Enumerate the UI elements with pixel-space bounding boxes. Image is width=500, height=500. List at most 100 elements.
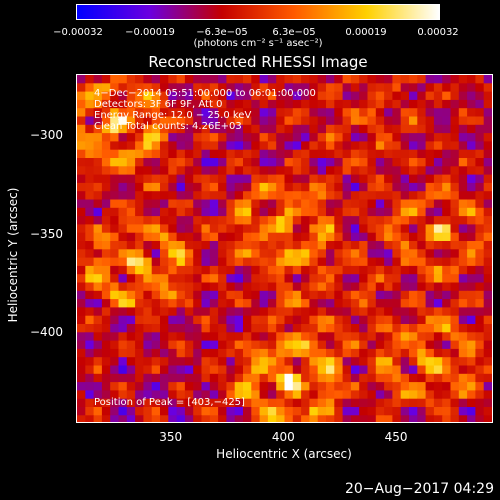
heatmap-cell xyxy=(326,390,335,400)
heatmap-cell xyxy=(259,116,269,126)
heatmap-cell xyxy=(85,133,94,142)
heatmap-cell xyxy=(226,216,236,225)
heatmap-cell xyxy=(483,91,492,101)
heatmap-cell xyxy=(292,174,302,184)
heatmap-cell xyxy=(243,257,252,267)
heatmap-cell xyxy=(442,191,451,200)
heatmap-cell xyxy=(276,282,285,292)
heatmap-cell xyxy=(409,265,418,275)
heatmap-cell xyxy=(176,83,186,92)
heatmap-cell xyxy=(267,83,277,92)
heatmap-cell xyxy=(126,257,136,267)
heatmap-cell xyxy=(392,299,402,308)
heatmap-cell xyxy=(234,241,244,250)
heatmap-cell xyxy=(384,199,393,209)
heatmap-cell xyxy=(483,182,492,192)
heatmap-cell xyxy=(110,398,119,408)
heatmap-cell xyxy=(450,282,460,292)
heatmap-cell xyxy=(176,199,186,209)
heatmap-cell xyxy=(101,99,111,109)
heatmap-cell xyxy=(143,207,153,217)
heatmap-cell xyxy=(218,307,227,317)
heatmap-cell xyxy=(184,191,194,200)
heatmap-cell xyxy=(243,166,252,175)
heatmap-cell xyxy=(251,348,260,358)
heatmap-cell xyxy=(110,116,119,126)
heatmap-cell xyxy=(143,365,153,375)
heatmap-cell xyxy=(226,415,236,422)
heatmap-cell xyxy=(243,274,252,283)
heatmap-cell xyxy=(126,174,136,184)
heatmap-cell xyxy=(350,182,360,192)
heatmap-cell xyxy=(458,116,468,126)
heatmap-cell xyxy=(168,91,177,101)
heatmap-cell xyxy=(350,133,360,142)
heatmap-cell xyxy=(110,357,119,366)
heatmap-cell xyxy=(342,407,352,416)
heatmap-cell xyxy=(251,249,260,258)
heatmap-cell xyxy=(201,207,211,217)
heatmap-cell xyxy=(467,382,476,391)
heatmap-cell xyxy=(267,224,277,234)
heatmap-cell xyxy=(77,307,86,317)
heatmap-cell xyxy=(251,282,260,292)
heatmap-cell xyxy=(267,182,277,192)
heatmap-cell xyxy=(442,407,451,416)
heatmap-cell xyxy=(110,141,119,151)
heatmap-cell xyxy=(301,365,310,375)
heatmap-cell xyxy=(417,116,426,126)
heatmap-cell xyxy=(143,348,153,358)
heatmap-cell xyxy=(284,99,294,109)
heatmap-cell xyxy=(176,332,186,341)
heatmap-cell xyxy=(118,75,128,84)
heatmap-cell xyxy=(359,315,368,325)
heatmap-cell xyxy=(284,315,294,325)
heatmap-cell xyxy=(342,340,352,350)
heatmap-cell xyxy=(359,158,368,167)
heatmap-cell xyxy=(234,398,244,408)
heatmap-cell xyxy=(259,249,269,258)
heatmap-cell xyxy=(375,415,385,422)
heatmap-cell xyxy=(118,141,128,151)
heatmap-cell xyxy=(234,257,244,267)
heatmap-cell xyxy=(301,282,310,292)
heatmap-cell xyxy=(309,415,319,422)
heatmap-cell xyxy=(276,75,285,84)
heatmap-cell xyxy=(276,191,285,200)
heatmap-cell xyxy=(425,282,435,292)
heatmap-cell xyxy=(160,216,169,225)
heatmap-cell xyxy=(226,382,236,391)
heatmap-cell xyxy=(143,158,153,167)
heatmap-cell xyxy=(276,158,285,167)
heatmap-cell xyxy=(135,99,144,109)
heatmap-cell xyxy=(342,274,352,283)
heatmap-cell xyxy=(400,265,410,275)
heatmap-cell xyxy=(101,407,111,416)
heatmap-cell xyxy=(467,182,476,192)
heatmap-cell xyxy=(201,75,211,84)
heatmap-cell xyxy=(184,373,194,383)
heatmap-cell xyxy=(417,224,426,234)
heatmap-cell xyxy=(317,133,327,142)
heatmap-cell xyxy=(483,207,492,217)
heatmap-cell xyxy=(417,75,426,84)
heatmap-cell xyxy=(143,224,153,234)
heatmap-cell xyxy=(384,224,393,234)
heatmap-cell xyxy=(243,398,252,408)
heatmap-cell xyxy=(450,166,460,175)
heatmap-cell xyxy=(483,124,492,134)
heatmap-cell xyxy=(334,141,343,151)
heatmap-cell xyxy=(475,116,485,126)
heatmap-cell xyxy=(218,133,227,142)
heatmap-cell xyxy=(442,415,451,422)
heatmap-cell xyxy=(77,75,86,84)
heatmap-cell xyxy=(193,332,202,341)
heatmap-cell xyxy=(433,158,443,167)
heatmap-cell xyxy=(392,158,402,167)
heatmap-cell xyxy=(93,415,103,422)
heatmap-cell xyxy=(226,91,236,101)
heatmap-cell xyxy=(483,340,492,350)
heatmap-cell xyxy=(433,290,443,300)
heatmap-cell xyxy=(475,257,485,267)
heatmap-cell xyxy=(467,299,476,308)
